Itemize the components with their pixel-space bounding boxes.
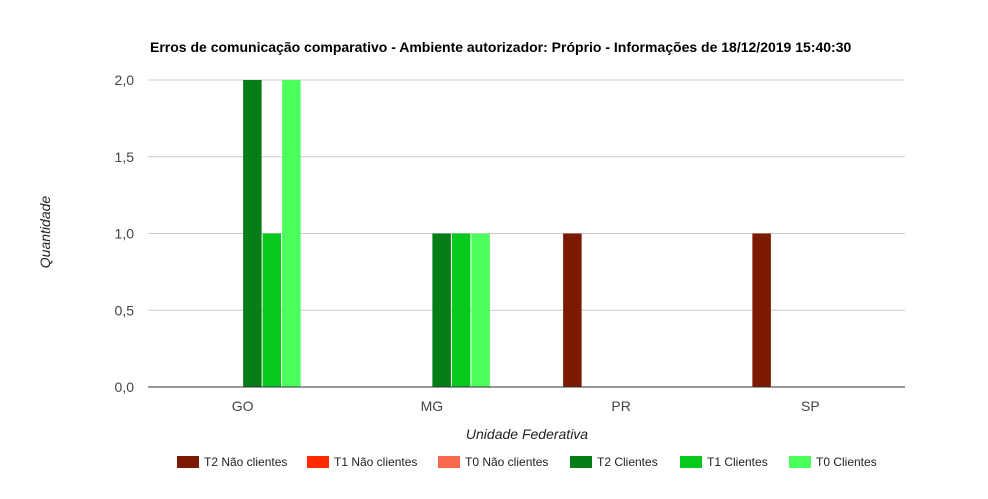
legend-label[interactable]: T0 Não clientes [465, 455, 548, 469]
legend-swatch [307, 456, 329, 468]
bar-pr-t2-não-clientes[interactable] [563, 233, 582, 388]
bar-go-t2-clientes[interactable] [243, 80, 262, 387]
legend-swatch [438, 456, 460, 468]
legend-label[interactable]: T0 Clientes [816, 455, 877, 469]
legend-swatch [177, 456, 199, 468]
x-axis-title: Unidade Federativa [466, 426, 588, 442]
legend-label[interactable]: T2 Não clientes [204, 455, 287, 469]
legend-label[interactable]: T1 Não clientes [334, 455, 417, 469]
y-tick-label: 1,5 [115, 149, 135, 165]
y-tick-label: 1,0 [115, 226, 135, 242]
legend-swatch [680, 456, 702, 468]
legend-swatch [789, 456, 811, 468]
y-axis-title: Quantidade [37, 196, 53, 269]
bar-mg-t0-clientes[interactable] [471, 233, 490, 388]
x-tick-label: MG [421, 398, 444, 414]
legend: T2 Não clientes T1 Não clientes T0 Não cli… [177, 455, 877, 469]
bar-go-t0-clientes[interactable] [282, 80, 301, 387]
y-tick-label: 0,5 [115, 302, 135, 318]
y-axis-ticks: 0,0 0,5 1,0 1,5 2,0 [115, 72, 135, 395]
bar-sp-t2-não-clientes[interactable] [752, 233, 771, 388]
x-tick-label: GO [232, 398, 254, 414]
x-tick-label: SP [801, 398, 820, 414]
bar-go-t1-clientes[interactable] [262, 233, 282, 388]
bars [243, 80, 771, 387]
legend-label[interactable]: T2 Clientes [597, 455, 658, 469]
chart-title: Erros de comunicação comparativo - Ambie… [150, 39, 851, 55]
legend-swatch [570, 456, 592, 468]
bar-mg-t2-clientes[interactable] [432, 233, 451, 388]
x-tick-label: PR [611, 398, 630, 414]
bar-mg-t1-clientes[interactable] [451, 233, 471, 388]
legend-label[interactable]: T1 Clientes [707, 455, 768, 469]
y-tick-label: 2,0 [115, 72, 135, 88]
y-tick-label: 0,0 [115, 379, 135, 395]
x-axis-ticks: GO MG PR SP [232, 398, 820, 414]
